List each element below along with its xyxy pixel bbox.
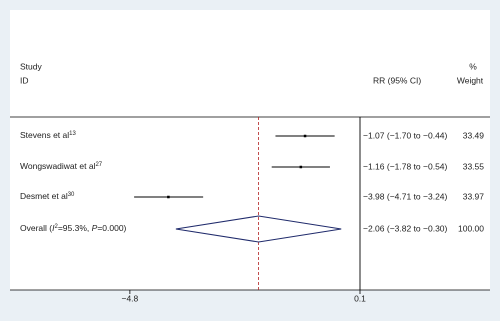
study-name: Stevens et al — [20, 130, 69, 140]
point-estimate — [303, 134, 307, 138]
study-ref: 27 — [95, 162, 102, 168]
overall-diamond — [175, 215, 342, 243]
header-study: Study — [20, 61, 42, 71]
weight-label: 33.97 — [463, 191, 485, 201]
study-name: Wongswadiwat et al — [20, 161, 96, 171]
weight-label: 33.49 — [463, 130, 485, 140]
weight-label: 100.00 — [458, 223, 484, 233]
study-ref: 13 — [69, 131, 76, 137]
ci-label: −2.06 (−3.82 to −0.30) — [363, 223, 448, 233]
study-label: Desmet et al30 — [20, 191, 75, 201]
point-estimate — [167, 195, 170, 199]
study-label: Wongswadiwat et al27 — [20, 161, 103, 171]
weight-label: 33.55 — [463, 161, 485, 171]
study-name: Desmet et al — [20, 191, 68, 201]
header-effect: RR (95% CI) — [373, 75, 421, 85]
overall-i: I — [52, 223, 55, 233]
plot-panel — [10, 10, 490, 290]
point-estimate — [299, 165, 303, 169]
study-ref: 30 — [68, 192, 75, 198]
ci-label: −1.07 (−1.70 to −0.44) — [363, 130, 448, 140]
header-id: ID — [20, 75, 29, 85]
overall-mid: =95.3%, — [58, 223, 92, 233]
ci-label: −3.98 (−4.71 to −3.24) — [363, 191, 448, 201]
header-weight: Weight — [457, 75, 484, 85]
overall-rest: =0.000) — [97, 223, 126, 233]
study-label: Stevens et al13 — [20, 130, 76, 140]
x-tick-label: −4.8 — [121, 293, 138, 303]
ci-label: −1.16 (−1.78 to −0.54) — [363, 161, 448, 171]
overall-label: Overall (I2=95.3%, P=0.000) — [20, 223, 127, 233]
x-tick-label: 0.1 — [354, 293, 366, 303]
overall-p: P — [92, 223, 98, 233]
header-pct: % — [469, 61, 477, 71]
overall-prefix: Overall ( — [20, 223, 52, 233]
overall-sup: 2 — [55, 224, 59, 230]
